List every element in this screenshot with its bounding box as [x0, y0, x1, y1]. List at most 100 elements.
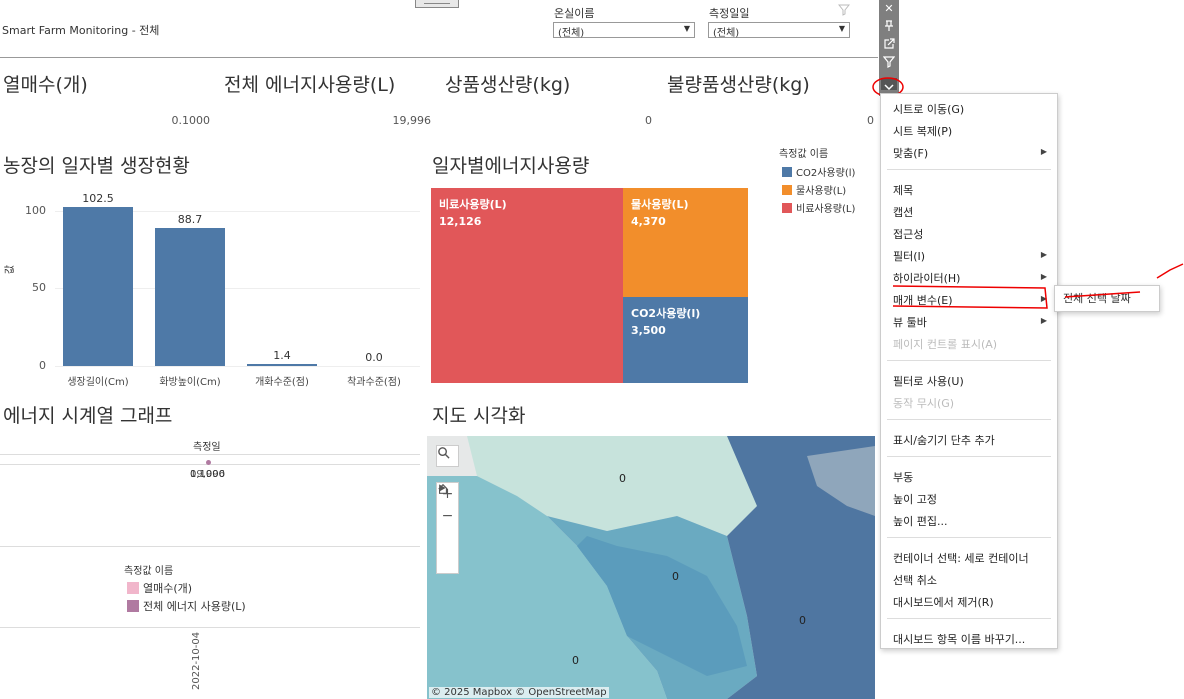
treemap-cell-co2[interactable]: CO2사용량(l) 3,500 — [623, 297, 748, 383]
kpi-title-defect: 불량품생산량(kg) — [667, 74, 810, 96]
home-button[interactable] — [437, 483, 458, 549]
menu-item[interactable]: 대시보드에서 제거(R) — [893, 596, 994, 609]
bar[interactable] — [247, 363, 317, 366]
popout-icon[interactable] — [881, 36, 897, 52]
menu-item[interactable]: 하이라이터(H) — [893, 272, 961, 285]
legend-label: CO2사용량(l) — [796, 168, 856, 179]
menu-item[interactable]: 선택 취소 — [893, 574, 937, 587]
drag-handle[interactable] — [415, 0, 459, 8]
kpi-title-product: 상품생산량(kg) — [445, 74, 571, 96]
timeseries-date-label: 2022-10-04 — [191, 631, 202, 690]
timeseries-point[interactable] — [206, 460, 211, 465]
chevron-right-icon: ▶ — [1040, 294, 1047, 303]
map-value-label: 0 — [572, 654, 579, 667]
bar[interactable] — [155, 228, 225, 366]
menu-item[interactable]: 부동 — [893, 471, 914, 484]
chevron-down-icon: ▼ — [683, 24, 690, 33]
menu-item[interactable]: 맞춤(F) — [893, 147, 929, 160]
menu-separator — [887, 456, 1051, 457]
chevron-down-icon: ▼ — [838, 24, 845, 33]
date-filter-value: (전체) — [713, 28, 740, 39]
menu-item[interactable]: 제목 — [893, 184, 914, 197]
treemap-cell-water[interactable]: 물사용량(L) 4,370 — [623, 188, 748, 297]
legend-item-co2[interactable]: CO2사용량(l) — [782, 164, 855, 179]
legend-label: 전체 에너지 사용량(L) — [143, 600, 246, 613]
timeseries-legend-title: 측정값 이름 — [124, 566, 174, 577]
menu-item[interactable]: 필터(I) — [893, 250, 926, 263]
treemap-value: 12,126 — [439, 215, 482, 228]
map-value-label: 0 — [799, 614, 806, 627]
menu-item[interactable]: 높이 편집... — [893, 515, 948, 528]
menu-item[interactable]: 필터로 사용(U) — [893, 375, 964, 388]
kpi-value-defect: 0 — [867, 114, 874, 127]
close-icon[interactable]: ✕ — [884, 1, 894, 15]
menu-separator — [887, 419, 1051, 420]
menu-item[interactable]: 캡션 — [893, 206, 914, 219]
legend-swatch — [782, 202, 792, 213]
menu-item[interactable]: 시트로 이동(G) — [893, 103, 965, 116]
y-tick-label: 50 — [32, 281, 46, 295]
menu-item[interactable]: 접근성 — [893, 228, 924, 241]
bar-value-label: 102.5 — [82, 191, 114, 205]
menu-item[interactable]: 대시보드 항목 이름 바꾸기... — [893, 633, 1026, 646]
bar[interactable] — [63, 206, 133, 366]
menu-item[interactable]: 표시/숨기기 단추 추가 — [893, 434, 995, 447]
search-icon — [438, 447, 450, 459]
timeseries-title: 에너지 시계열 그래프 — [3, 405, 173, 427]
date-filter-select[interactable]: (전체) ▼ — [708, 22, 850, 39]
map-regions — [427, 436, 875, 699]
chevron-right-icon: ▶ — [1040, 250, 1047, 259]
timeseries-value-energy: 19,996 — [190, 469, 225, 480]
bar-value-label: 88.7 — [177, 213, 203, 227]
menu-item[interactable]: 시트 복제(P) — [893, 125, 953, 138]
map-attribution[interactable]: © 2025 Mapbox © OpenStreetMap — [429, 687, 609, 698]
y-tick-label: 0 — [39, 359, 46, 372]
zoom-in-button[interactable]: + — [441, 486, 454, 502]
filter-label-date: 측정일일 — [709, 7, 750, 20]
chevron-right-icon: ▶ — [1040, 316, 1047, 325]
divider — [0, 454, 420, 455]
menu-item[interactable]: 뷰 툴바 — [893, 316, 927, 329]
map-search-button[interactable] — [436, 445, 459, 467]
filter-icon[interactable] — [838, 4, 850, 16]
menu-item[interactable]: 높이 고정 — [893, 493, 937, 506]
divider — [0, 627, 420, 628]
pin-icon[interactable] — [881, 18, 897, 34]
legend-item-water[interactable]: 물사용량(L) — [782, 182, 846, 197]
bar-value-label: 0.0 — [365, 351, 383, 364]
gridline — [55, 210, 420, 212]
zoom-out-button[interactable]: − — [441, 508, 454, 524]
filter-icon[interactable] — [881, 54, 897, 70]
legend-swatch — [782, 184, 792, 195]
play-icon — [439, 484, 446, 492]
divider — [0, 546, 420, 547]
legend-item-fertilizer[interactable]: 비료사용량(L) — [782, 200, 855, 215]
treemap-cell-fertilizer[interactable]: 비료사용량(L) 12,126 — [431, 188, 623, 383]
bar-value-label: 1.4 — [273, 348, 291, 362]
menu-item[interactable]: 컨테이너 선택: 세로 컨테이너 — [893, 552, 1029, 565]
legend-label: 물사용량(L) — [796, 186, 847, 197]
x-tick-label: 개화수준(점) — [255, 377, 309, 388]
legend-item-fruit[interactable]: 열매수(개) — [127, 580, 192, 596]
treemap-label: CO2사용량(l) — [631, 307, 701, 320]
gridline — [55, 288, 420, 290]
x-tick-label: 착과수준(점) — [347, 377, 401, 388]
legend-swatch — [782, 166, 792, 177]
play-button[interactable] — [437, 484, 458, 571]
greenhouse-filter-select[interactable]: (전체) ▼ — [553, 22, 695, 39]
menu-separator — [887, 360, 1051, 361]
menu-separator — [887, 618, 1051, 619]
submenu-item-select-all-dates[interactable]: 전체 선택 날짜 — [1063, 292, 1131, 305]
kpi-value-energy: 19,996 — [392, 114, 432, 127]
more-icon[interactable] — [881, 78, 897, 91]
growth-ylabel: 값 — [5, 264, 17, 275]
legend-item-total-energy[interactable]: 전체 에너지 사용량(L) — [127, 598, 246, 614]
menu-separator — [887, 169, 1051, 170]
chevron-right-icon: ▶ — [1040, 272, 1047, 281]
map-view[interactable]: + − 0 0 0 0 © 2025 Mapbox © OpenStreetMa… — [427, 436, 875, 699]
y-tick-label: 100 — [25, 203, 46, 217]
menu-item[interactable]: 매개 변수(E) — [893, 294, 953, 307]
timeseries-value-fruit: 0,1000 — [190, 469, 225, 480]
treemap-value: 4,370 — [631, 215, 666, 228]
